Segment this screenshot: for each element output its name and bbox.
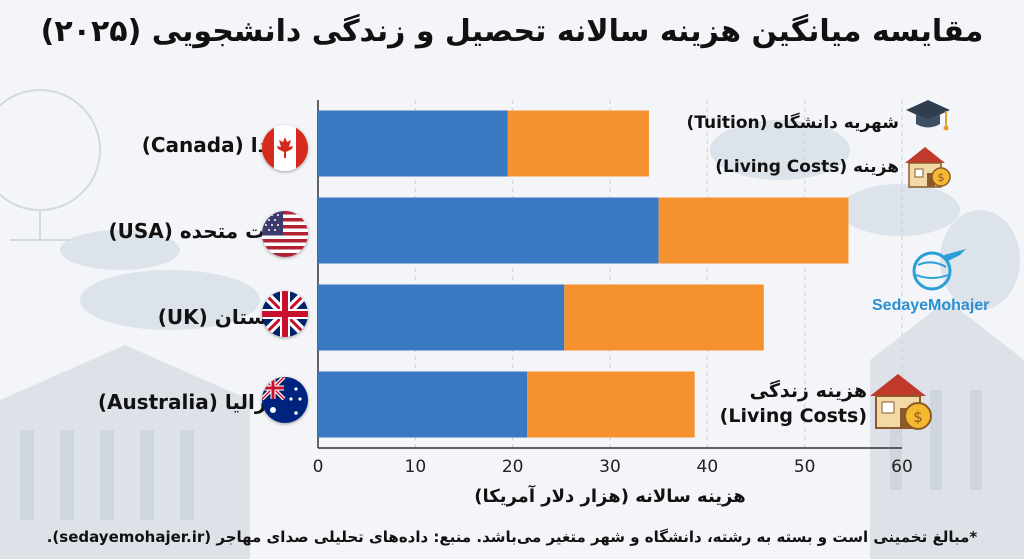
bar-0-series-1 <box>507 110 649 177</box>
bar-3-series-0 <box>318 371 528 438</box>
x-tick-label-10: 10 <box>405 457 427 477</box>
uk-flag-icon <box>262 291 308 337</box>
bar-0-series-0 <box>318 110 508 177</box>
bar-1-series-0 <box>318 197 659 264</box>
canada-flag-icon <box>262 125 308 171</box>
x-tick-label-0: 0 <box>313 457 324 477</box>
category-label-usa: ایالات متحده (USA) <box>108 219 302 243</box>
x-tick-label-30: 30 <box>599 457 621 477</box>
graduation-cap-icon <box>906 100 950 131</box>
usa-flag-icon <box>262 211 308 257</box>
bar-2-series-1 <box>564 284 764 351</box>
svg-text:$: $ <box>938 171 945 184</box>
x-tick-label-50: 50 <box>794 457 816 477</box>
category-label-australia: استرالیا (Australia) <box>97 390 302 414</box>
house-coin-large-icon: $ <box>870 374 932 430</box>
chart-title: مقایسه میانگین هزینه سالانه تحصیل و زندگ… <box>40 14 984 49</box>
bar-1-series-1 <box>658 197 849 264</box>
footnote: *مبالغ تخمینی است و بسته به رشته، دانشگا… <box>46 528 978 546</box>
australia-flag-icon <box>262 377 308 423</box>
legend-label-living-large-1: هزینه زندگی <box>749 380 867 402</box>
x-tick-label-20: 20 <box>502 457 524 477</box>
category-label-uk: انگلستان (UK) <box>157 305 302 329</box>
x-tick-label-40: 40 <box>697 457 719 477</box>
category-label-canada: کانادا (Canada) <box>141 133 302 157</box>
x-axis-label: هزینه سالانه (هزار دلار آمریکا) <box>474 486 746 507</box>
legend-label-tuition: شهریه دانشگاه (Tuition) <box>686 113 899 133</box>
legend-label-living: هزینه (Living Costs) <box>715 157 899 177</box>
brand-name: SedayeMohajer <box>872 297 990 314</box>
legend-label-living-large-2: (Living Costs) <box>719 405 867 427</box>
x-tick-label-60: 60 <box>891 457 913 477</box>
svg-text:$: $ <box>913 408 923 426</box>
airplane-globe-icon <box>912 249 966 291</box>
bar-2-series-0 <box>318 284 565 351</box>
bar-3-series-1 <box>527 371 695 438</box>
house-coin-icon: $ <box>905 147 951 188</box>
